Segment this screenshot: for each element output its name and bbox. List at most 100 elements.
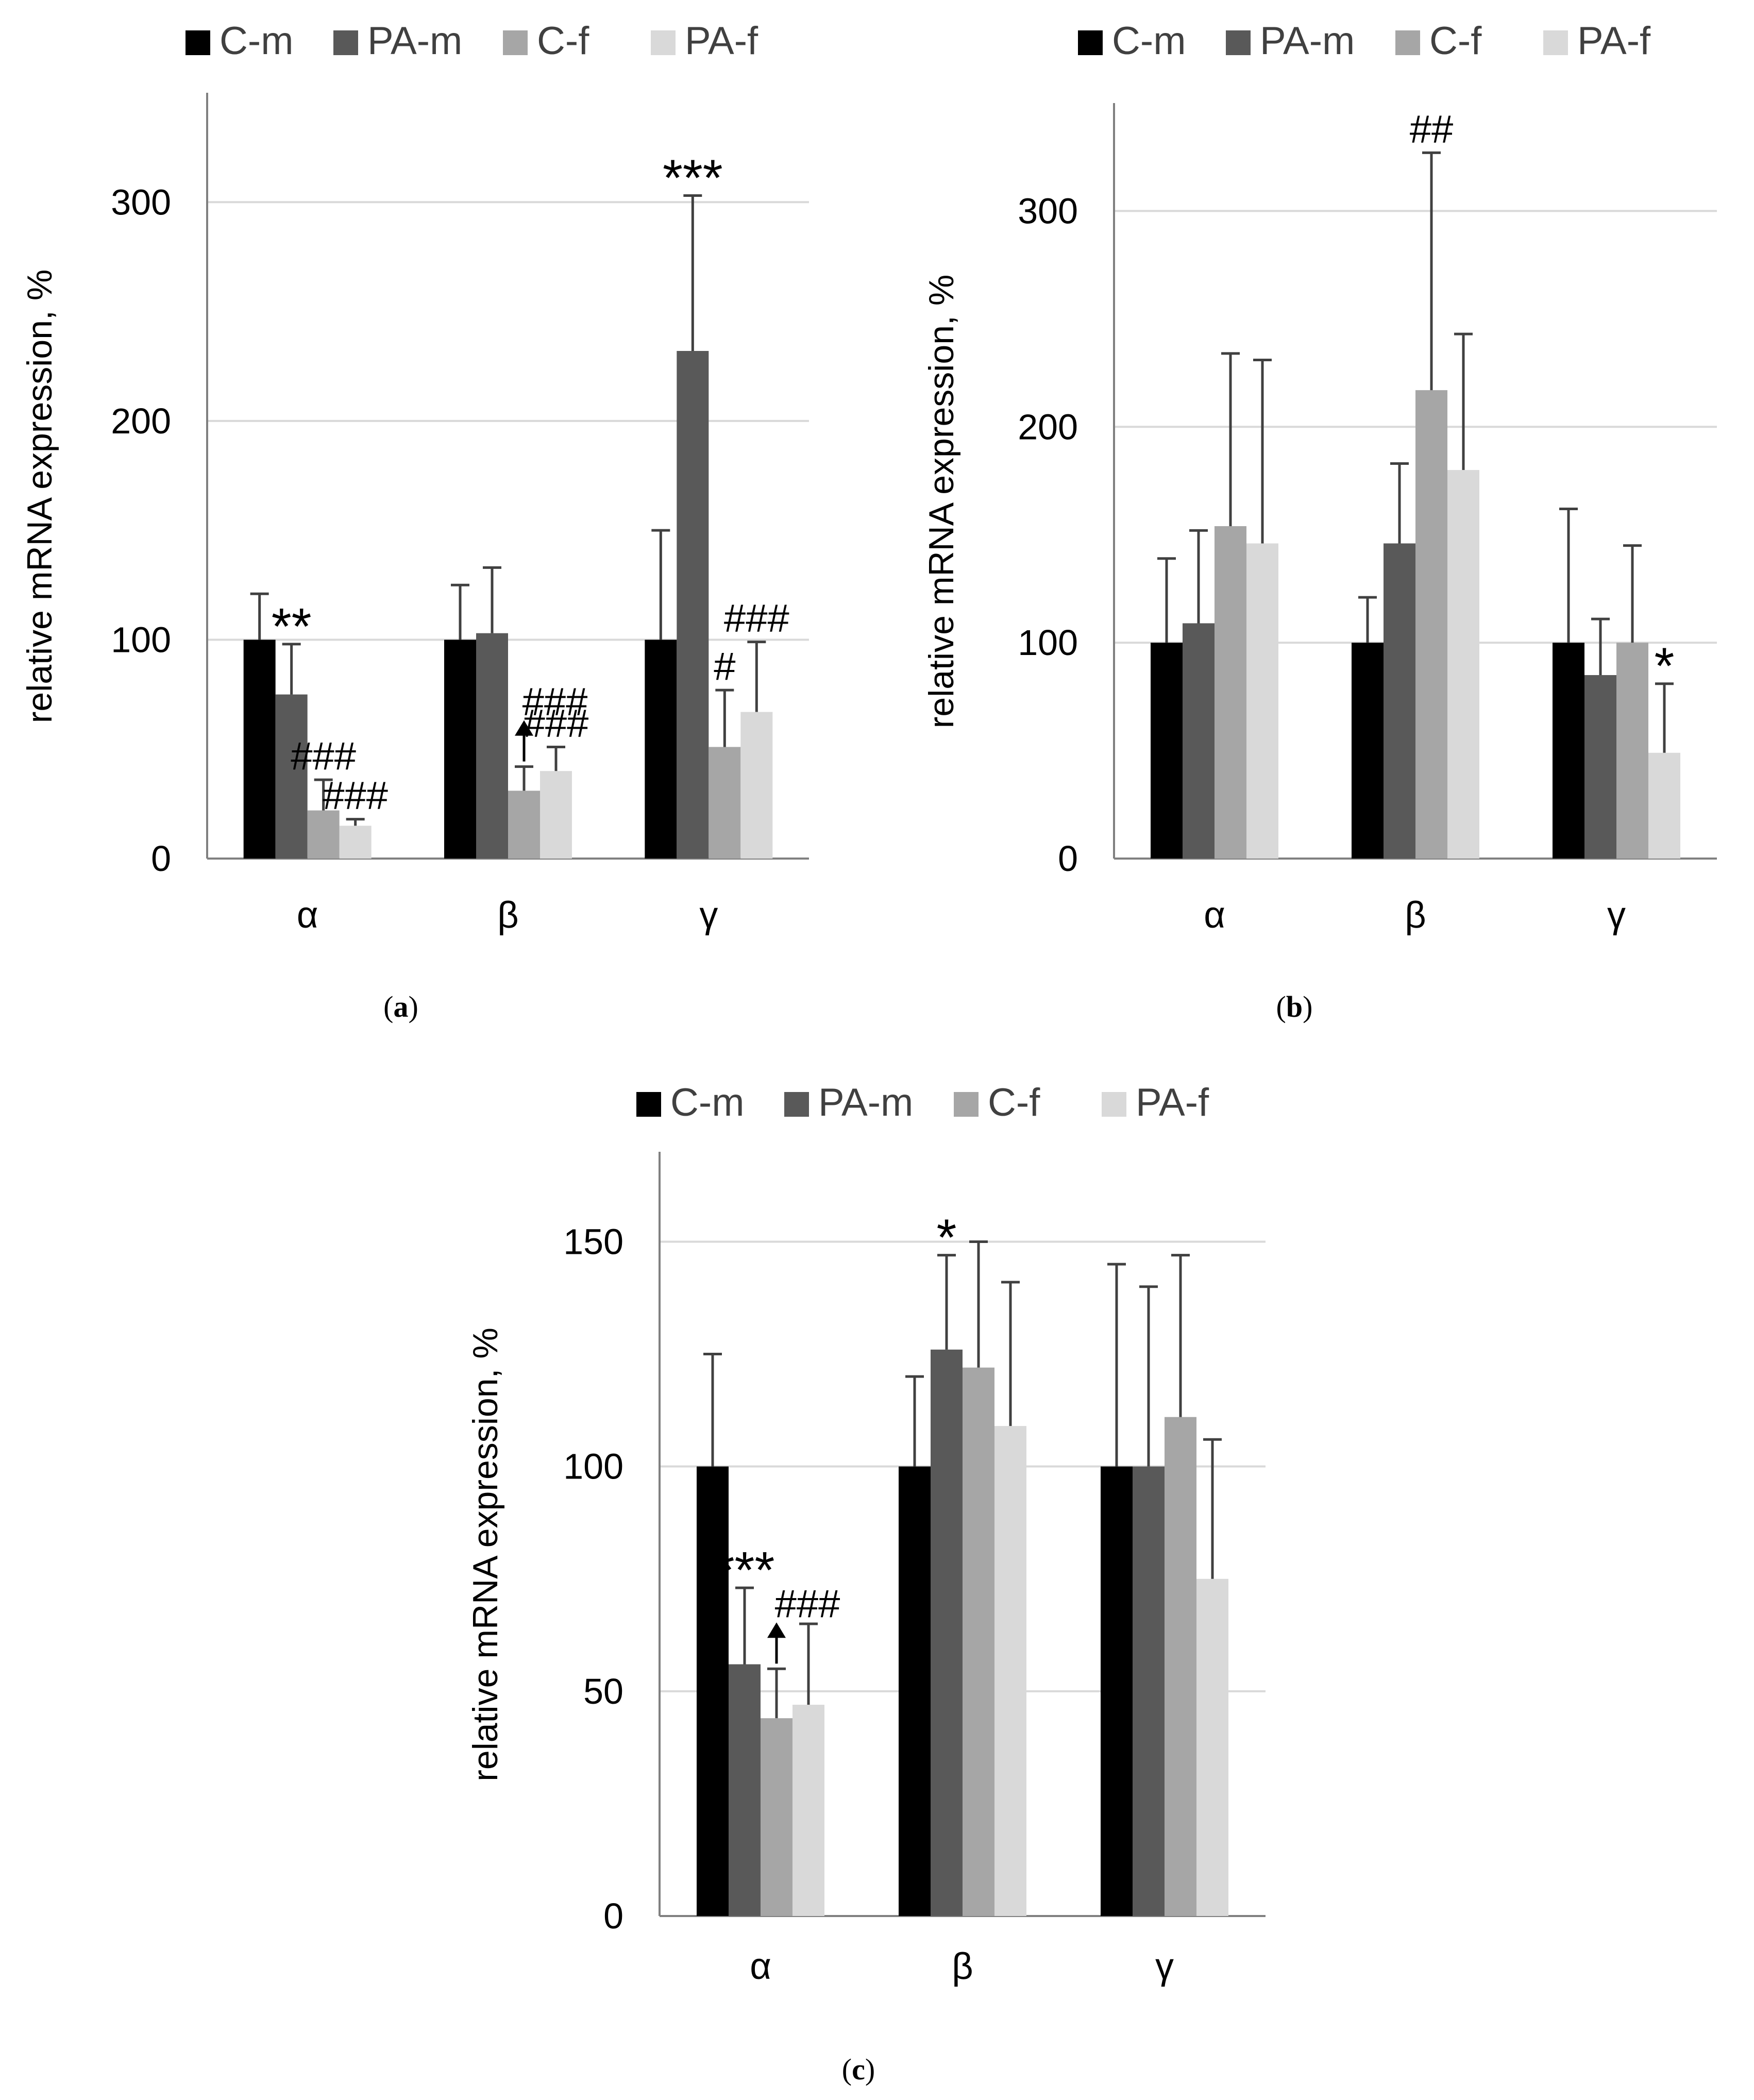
annotation-b-0: ##	[1410, 107, 1454, 151]
bar-c-0-3	[792, 1704, 824, 1916]
bar-a-2-0	[645, 640, 677, 859]
legend-swatch-b-3	[1543, 30, 1568, 55]
bar-c-2-2	[1165, 1417, 1196, 1916]
annotation-a-5: ***	[663, 149, 723, 207]
y-tick-label-b-300: 300	[1018, 191, 1078, 231]
chart-panel-a: 0 100 200 300 relative mRNA expression, % C-m…	[20, 19, 809, 936]
legend-label-b-3: PA-f	[1577, 19, 1651, 63]
bar-a-2-2	[709, 747, 741, 859]
bar-c-2-0	[1101, 1466, 1133, 1916]
annotation-arrow-head-c-1	[767, 1622, 786, 1638]
chart-panel-b: 0 100 200 300 relative mRNA expression, % C-m…	[922, 19, 1717, 936]
caption-c: (c)	[841, 2053, 875, 2086]
annotation-a-4: ###	[524, 701, 589, 745]
y-tick-label-b-200: 200	[1018, 407, 1078, 447]
annotation-a-2: ###	[323, 774, 388, 818]
bar-b-0-2	[1215, 526, 1246, 859]
bar-a-1-0	[444, 640, 476, 859]
bar-c-0-1	[729, 1664, 761, 1916]
bar-b-0-0	[1151, 643, 1183, 859]
legend-label-a-2: C-f	[537, 19, 589, 63]
legend-swatch-c-1	[784, 1092, 809, 1117]
bar-a-1-3	[540, 771, 572, 859]
y-tick-label-c-50: 50	[583, 1671, 623, 1711]
annotation-a-3: ###	[522, 680, 588, 724]
y-tick-label-a-0: 0	[151, 838, 171, 879]
bar-a-2-3	[740, 712, 773, 859]
y-tick-label-b-0: 0	[1058, 838, 1078, 879]
y-tick-label-c-0: 0	[603, 1896, 623, 1936]
bar-b-1-2	[1415, 390, 1447, 859]
annotation-c-1: ###	[775, 1582, 840, 1626]
legend-label-a-3: PA-f	[685, 19, 758, 63]
legend-label-a-1: PA-m	[367, 19, 462, 63]
x-category-label-a-0: α	[297, 895, 318, 936]
legend-label-c-1: PA-m	[818, 1081, 913, 1124]
bar-b-2-1	[1584, 675, 1616, 859]
legend-label-b-1: PA-m	[1260, 19, 1355, 63]
bar-a-0-2	[307, 810, 340, 859]
legend-label-c-2: C-f	[988, 1081, 1040, 1124]
bar-a-1-1	[476, 633, 508, 859]
x-category-label-b-0: α	[1204, 895, 1225, 936]
bar-c-1-3	[994, 1426, 1026, 1916]
y-tick-label-c-100: 100	[563, 1447, 623, 1487]
annotation-arrow-head-a-3	[515, 720, 533, 736]
annotation-a-0: **	[272, 598, 312, 656]
bar-b-1-1	[1384, 543, 1415, 859]
x-category-label-b-2: γ	[1607, 895, 1626, 936]
y-tick-label-a-300: 300	[111, 182, 171, 222]
legend-label-b-0: C-m	[1112, 19, 1186, 63]
bar-c-2-1	[1133, 1466, 1165, 1916]
annotation-a-1: ###	[291, 734, 356, 778]
bar-c-1-0	[899, 1466, 931, 1916]
bar-b-0-3	[1246, 543, 1278, 859]
annotation-a-7: ###	[724, 597, 789, 641]
legend-swatch-a-0	[185, 30, 210, 55]
y-axis-label-c: relative mRNA expression, %	[466, 1328, 505, 1782]
legend-swatch-a-2	[503, 30, 528, 55]
legend-label-a-0: C-m	[220, 19, 294, 63]
annotation-b-1: *	[1655, 637, 1675, 695]
bar-b-0-1	[1183, 623, 1215, 859]
bar-c-1-1	[931, 1349, 963, 1916]
bar-c-2-3	[1196, 1578, 1228, 1916]
caption-c-label: c	[852, 2053, 865, 2086]
y-tick-label-c-150: 150	[563, 1221, 623, 1262]
bar-a-1-2	[508, 791, 540, 859]
chart-panel-c: 0 50 100 150 relative mRNA expression, % C-m P…	[466, 1081, 1266, 1987]
legend-label-c-0: C-m	[670, 1081, 745, 1124]
bar-c-1-2	[963, 1367, 994, 1916]
x-category-label-c-0: α	[750, 1946, 771, 1987]
y-tick-label-a-200: 200	[111, 401, 171, 441]
legend-swatch-c-2	[954, 1092, 979, 1117]
bar-a-2-1	[677, 350, 709, 859]
legend-swatch-c-3	[1102, 1092, 1126, 1117]
x-category-label-b-1: β	[1405, 895, 1426, 936]
legend-swatch-c-0	[636, 1092, 661, 1117]
caption-b: (b)	[1276, 990, 1313, 1023]
legend-swatch-a-3	[651, 30, 676, 55]
x-category-label-a-2: γ	[699, 895, 718, 936]
caption-a: (a)	[383, 990, 418, 1023]
y-tick-label-a-100: 100	[111, 619, 171, 660]
bar-c-0-2	[761, 1718, 792, 1916]
y-axis-label-b: relative mRNA expression, %	[922, 275, 961, 729]
bar-a-0-1	[275, 694, 308, 859]
annotation-c-2: *	[937, 1209, 957, 1267]
bar-c-0-0	[697, 1466, 729, 1916]
legend-swatch-b-2	[1395, 30, 1420, 55]
x-category-label-c-1: β	[952, 1946, 973, 1987]
legend-swatch-a-1	[333, 30, 358, 55]
annotation-a-6: #	[714, 645, 735, 688]
caption-a-label: a	[393, 990, 409, 1023]
legend-swatch-b-0	[1078, 30, 1103, 55]
x-category-label-a-1: β	[497, 895, 518, 936]
y-axis-label-a: relative mRNA expression, %	[20, 270, 59, 724]
bar-b-2-3	[1648, 752, 1680, 859]
x-category-label-c-2: γ	[1155, 1946, 1174, 1987]
bar-a-0-0	[243, 640, 276, 859]
bar-b-1-3	[1447, 470, 1479, 859]
bar-a-0-3	[339, 826, 372, 859]
